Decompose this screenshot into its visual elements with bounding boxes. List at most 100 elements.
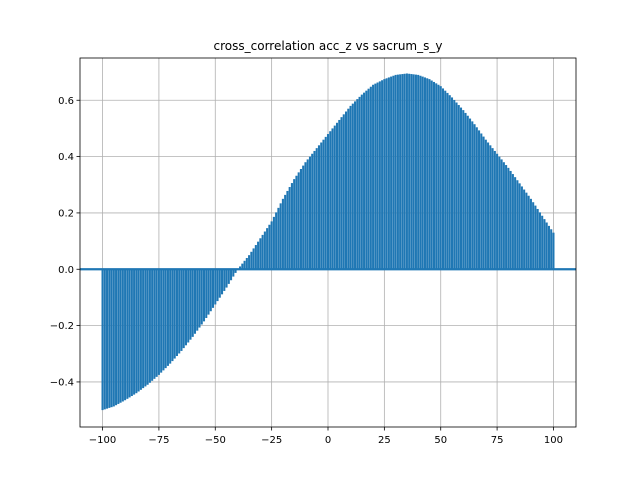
bar	[302, 165, 305, 270]
bar	[297, 172, 300, 270]
bar	[133, 269, 136, 395]
x-tick-label: −25	[261, 435, 282, 446]
bar	[493, 150, 496, 270]
y-tick-label: −0.4	[50, 377, 74, 388]
bar	[347, 108, 350, 270]
bar	[153, 269, 156, 379]
bar	[430, 80, 433, 270]
bar	[218, 269, 221, 298]
bar	[275, 212, 278, 270]
bar	[216, 269, 219, 302]
bar	[245, 257, 248, 270]
bar	[340, 117, 343, 270]
bar	[435, 83, 438, 270]
bar	[230, 269, 233, 281]
bar	[214, 269, 217, 305]
x-tick-label: −50	[205, 435, 226, 446]
bar	[180, 269, 183, 351]
x-tick-label: 100	[544, 435, 563, 446]
bar	[491, 148, 494, 270]
bar	[160, 269, 163, 373]
bar	[281, 198, 284, 270]
bar	[450, 97, 454, 270]
bars-group	[80, 73, 576, 411]
bar	[117, 269, 120, 404]
bar	[293, 179, 296, 270]
bar	[311, 153, 314, 270]
bar	[234, 269, 237, 273]
bar	[417, 74, 420, 270]
bar	[349, 105, 352, 270]
bar	[326, 134, 330, 270]
bar	[115, 269, 118, 406]
bar	[252, 248, 255, 270]
bar	[162, 269, 165, 371]
bar	[473, 124, 476, 270]
bar	[552, 232, 555, 270]
bar	[383, 79, 386, 270]
bar	[324, 136, 327, 270]
bar	[338, 119, 341, 270]
bar	[399, 74, 402, 270]
bar	[385, 78, 388, 270]
bar	[381, 80, 384, 270]
bar	[157, 269, 160, 375]
bar	[547, 225, 550, 270]
bar	[279, 203, 282, 270]
bar	[144, 269, 147, 387]
bar	[169, 269, 172, 364]
bar	[464, 112, 467, 270]
bar	[439, 86, 442, 270]
bar	[455, 102, 458, 270]
bar	[295, 175, 298, 270]
bar	[128, 269, 131, 398]
bar	[184, 269, 188, 346]
bar	[241, 263, 244, 270]
bar	[155, 269, 158, 377]
bar	[520, 186, 523, 270]
bar	[164, 269, 167, 369]
bar	[360, 94, 363, 270]
bar	[315, 148, 318, 270]
bar	[148, 269, 151, 383]
bar	[191, 269, 194, 337]
y-tick-label: 0.6	[58, 96, 74, 107]
bar	[248, 255, 251, 270]
bar	[135, 269, 138, 394]
bar	[468, 118, 472, 270]
bar	[239, 266, 242, 270]
bar	[329, 131, 332, 270]
bar	[121, 269, 124, 402]
bar	[444, 90, 447, 270]
bar	[369, 86, 372, 270]
bar	[496, 153, 499, 270]
bar	[448, 95, 451, 270]
bar	[130, 269, 133, 397]
bar	[187, 269, 190, 343]
bar	[358, 96, 361, 270]
bar	[335, 122, 339, 270]
bar	[387, 77, 390, 270]
bar	[390, 76, 393, 270]
bar	[139, 269, 142, 390]
bar	[480, 133, 483, 270]
bar	[408, 73, 411, 270]
bar	[478, 130, 481, 270]
bar	[405, 73, 408, 270]
bar	[202, 269, 206, 322]
bar	[516, 180, 519, 270]
bar	[268, 224, 271, 270]
bar	[403, 73, 406, 270]
bar	[209, 269, 212, 312]
bar	[378, 81, 381, 270]
bar	[426, 78, 429, 270]
bar	[331, 128, 334, 270]
bar	[545, 222, 548, 270]
bar	[419, 75, 422, 270]
x-tick-label: 75	[491, 435, 504, 446]
bar	[394, 74, 397, 270]
bar	[396, 74, 399, 270]
bar	[146, 269, 149, 385]
bar	[525, 192, 528, 270]
